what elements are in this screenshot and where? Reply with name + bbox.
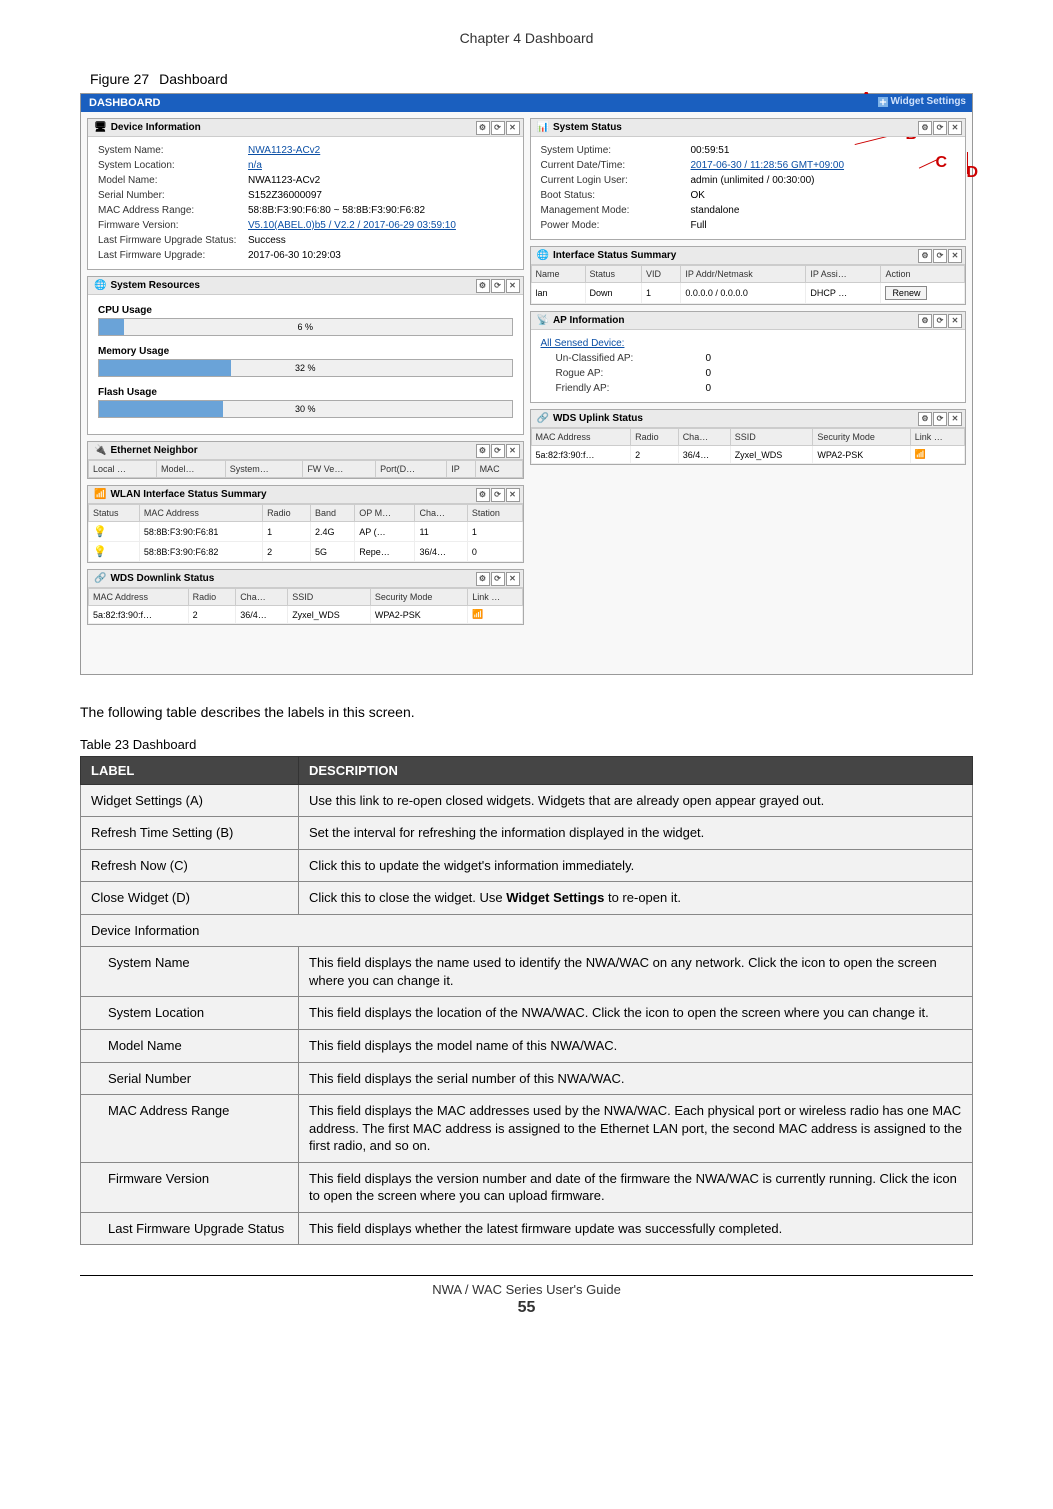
chapter-header: Chapter 4 Dashboard [80,30,973,46]
annotation-c: C [935,154,947,172]
ap-info-widget: 📡 AP Information ⚙⟳✕ All Sensed Device: … [530,311,967,403]
table-row: Last Firmware Upgrade StatusThis field d… [81,1212,973,1245]
table-row: System NameThis field displays the name … [81,947,973,997]
wds-downlink-widget: 🔗 WDS Downlink Status ⚙⟳✕ MAC AddressRad… [87,569,524,625]
close-icon[interactable]: ✕ [506,121,520,135]
table-row: Close Widget (D)Click this to close the … [81,882,973,915]
refresh-icon[interactable]: ⟳ [491,121,505,135]
signal-icon: 📶 [915,449,926,459]
system-status-widget: 📊 System Status ⚙⟳✕ System Uptime:00:59:… [530,118,967,240]
info-row: Current Date/Time:2017-06-30 / 11:28:56 … [541,158,956,173]
plus-icon [878,97,888,107]
info-row: Firmware Version:V5.10(ABEL.0)b5 / V2.2 … [98,218,513,233]
table-row: Device Information [81,914,973,947]
table-row: Model NameThis field displays the model … [81,1029,973,1062]
dashboard-screenshot: A B C D DASHBOARD Widget Settings 🖥 Devi… [80,93,973,675]
table-row: Refresh Now (C)Click this to update the … [81,849,973,882]
table-caption: Table 23 Dashboard [80,737,973,752]
info-row: System Name:NWA1123-ACv2 [98,143,513,158]
intro-paragraph: The following table describes the labels… [80,703,973,723]
page-footer: NWA / WAC Series User's Guide 55 [80,1275,973,1317]
bulb-icon: 💡 [93,526,107,538]
info-row: Current Login User:admin (unlimited / 00… [541,173,956,188]
info-row: Model Name:NWA1123-ACv2 [98,173,513,188]
info-row: System Uptime:00:59:51 [541,143,956,158]
ethernet-neighbor-widget: 🔌 Ethernet Neighbor ⚙⟳✕ Local …Model…Sys… [87,441,524,479]
table-row: Serial NumberThis field displays the ser… [81,1062,973,1095]
gear-icon[interactable]: ⚙ [918,121,932,135]
info-row: Management Mode:standalone [541,203,956,218]
bulb-icon: 💡 [93,546,107,558]
annotation-d: D [966,164,978,182]
signal-icon: 📶 [472,609,483,619]
table-row: 💡58:8B:F3:90:F6:8112.4GAP (…111 [89,522,523,542]
info-row: Serial Number:S152Z36000097 [98,188,513,203]
refresh-icon[interactable]: ⟳ [933,121,947,135]
table-row: Firmware VersionThis field displays the … [81,1162,973,1212]
renew-button[interactable]: Renew [885,286,927,300]
figure-caption: Figure 27Dashboard [80,71,973,87]
info-row: Power Mode:Full [541,218,956,233]
widget-settings-link[interactable]: Widget Settings [878,96,966,107]
wds-uplink-widget: 🔗 WDS Uplink Status ⚙⟳✕ MAC AddressRadio… [530,409,967,465]
device-info-widget: 🖥 Device Information ⚙⟳✕ System Name:NWA… [87,118,524,270]
widget-controls: ⚙⟳✕ [476,121,520,135]
wlan-interface-widget: 📶 WLAN Interface Status Summary ⚙⟳✕ Stat… [87,485,524,563]
system-resources-widget: 🌐 System Resources ⚙⟳✕ CPU Usage 6 % Mem… [87,276,524,435]
description-table: LABELDESCRIPTION Widget Settings (A)Use … [80,756,973,1246]
table-row: MAC Address RangeThis field displays the… [81,1095,973,1163]
info-row: Last Firmware Upgrade Status:Success [98,233,513,248]
table-row: 💡58:8B:F3:90:F6:8225GRepe…36/4…0 [89,542,523,562]
info-row: System Location:n/a [98,158,513,173]
info-row: MAC Address Range:58:8B:F3:90:F6:80 ~ 58… [98,203,513,218]
close-icon[interactable]: ✕ [948,121,962,135]
table-row: System LocationThis field displays the l… [81,997,973,1030]
gear-icon[interactable]: ⚙ [476,121,490,135]
interface-status-widget: 🌐 Interface Status Summary ⚙⟳✕ NameStatu… [530,246,967,305]
table-row: Widget Settings (A)Use this link to re-o… [81,784,973,817]
info-row: Last Firmware Upgrade:2017-06-30 10:29:0… [98,248,513,263]
dashboard-title-bar: DASHBOARD Widget Settings [81,94,972,112]
all-sensed-link[interactable]: All Sensed Device: [541,338,625,349]
table-row: Refresh Time Setting (B)Set the interval… [81,817,973,850]
info-row: Boot Status:OK [541,188,956,203]
